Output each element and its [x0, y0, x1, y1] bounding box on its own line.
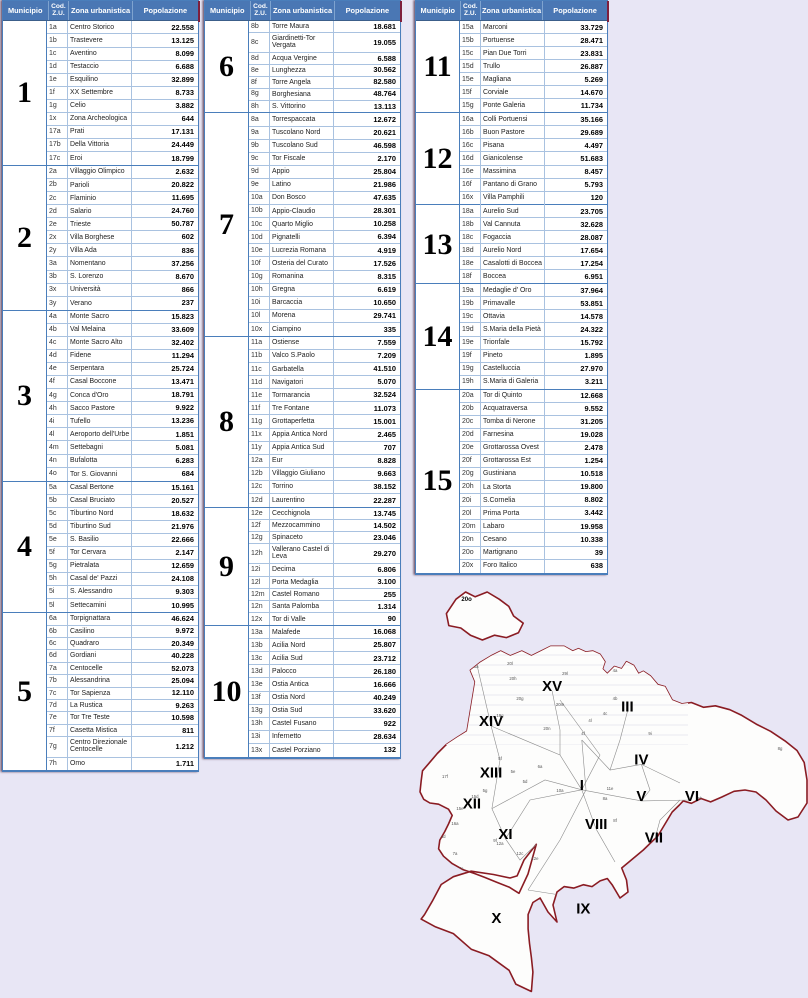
svg-text:4l: 4l	[588, 718, 591, 723]
svg-text:20n: 20n	[543, 726, 551, 731]
svg-text:5g: 5g	[483, 788, 488, 793]
svg-text:29l: 29l	[562, 671, 568, 676]
svg-text:17f: 17f	[442, 774, 449, 779]
svg-text:6g: 6g	[713, 811, 718, 816]
svg-text:7a: 7a	[453, 851, 458, 856]
svg-text:8a: 8a	[603, 796, 608, 801]
svg-text:8g: 8g	[778, 746, 783, 751]
svg-text:I: I	[580, 777, 584, 794]
svg-text:16a: 16a	[451, 821, 459, 826]
svg-text:20h: 20h	[509, 676, 517, 681]
svg-text:III: III	[621, 699, 634, 716]
svg-text:IX: IX	[576, 900, 590, 917]
svg-text:15e: 15e	[456, 806, 464, 811]
svg-text:12c: 12c	[517, 851, 525, 856]
svg-text:12e: 12e	[531, 856, 539, 861]
svg-text:12a: 12a	[496, 841, 504, 846]
svg-text:19h: 19h	[441, 696, 449, 701]
svg-text:V: V	[636, 788, 646, 805]
svg-text:20o: 20o	[461, 597, 472, 603]
svg-text:X: X	[491, 910, 501, 927]
svg-text:XV: XV	[542, 678, 562, 695]
svg-text:4a: 4a	[613, 668, 618, 673]
svg-text:20g: 20g	[516, 696, 524, 701]
svg-text:10a: 10a	[556, 788, 564, 793]
svg-text:20l: 20l	[507, 661, 513, 666]
svg-text:11e: 11e	[607, 786, 614, 791]
svg-text:9i: 9i	[648, 731, 651, 736]
svg-text:5e: 5e	[511, 769, 516, 774]
svg-text:20m: 20m	[556, 702, 565, 707]
svg-text:15d: 15d	[471, 794, 479, 799]
svg-text:5d: 5d	[523, 779, 528, 784]
svg-text:19g: 19g	[496, 713, 504, 718]
svg-text:IV: IV	[634, 751, 648, 768]
svg-text:XIII: XIII	[480, 764, 503, 781]
svg-text:4b: 4b	[613, 696, 618, 701]
svg-text:VIII: VIII	[585, 816, 608, 833]
svg-text:VII: VII	[645, 830, 663, 847]
svg-text:6a: 6a	[538, 764, 543, 769]
